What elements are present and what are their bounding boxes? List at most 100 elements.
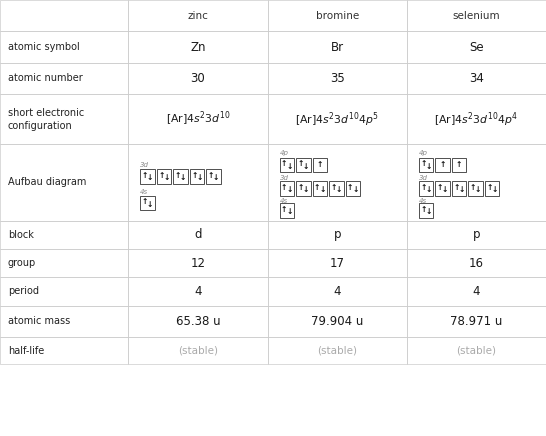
- Bar: [435, 181, 450, 196]
- Text: 4: 4: [194, 285, 201, 298]
- Text: 35: 35: [330, 72, 345, 85]
- Text: 4s: 4s: [280, 198, 288, 204]
- Bar: [419, 158, 434, 172]
- Text: $\rm [Ar]4\mathit{s}^{2}3\mathit{d}^{10}$: $\rm [Ar]4\mathit{s}^{2}3\mathit{d}^{10}…: [166, 110, 230, 129]
- Text: ↑: ↑: [420, 205, 426, 214]
- Bar: [173, 169, 188, 184]
- Bar: [280, 204, 294, 218]
- Text: 17: 17: [330, 257, 345, 269]
- Text: ↓: ↓: [180, 173, 186, 182]
- Text: ↑: ↑: [347, 183, 353, 192]
- Bar: [268, 306, 407, 337]
- Text: atomic number: atomic number: [8, 74, 83, 83]
- Bar: [268, 144, 407, 221]
- Bar: [296, 158, 311, 172]
- Bar: [435, 158, 450, 172]
- Text: period: period: [8, 286, 39, 296]
- Text: ↓: ↓: [425, 185, 432, 194]
- Text: half-life: half-life: [8, 346, 44, 356]
- Text: ↓: ↓: [475, 185, 482, 194]
- Bar: [452, 158, 466, 172]
- Text: ↓: ↓: [302, 185, 309, 194]
- Text: ↑: ↑: [175, 171, 181, 180]
- Text: ↑: ↑: [486, 183, 492, 192]
- Text: ↓: ↓: [163, 173, 170, 182]
- Bar: [407, 277, 546, 306]
- Text: block: block: [8, 230, 34, 240]
- Text: group: group: [8, 258, 36, 268]
- Text: ↑: ↑: [281, 159, 287, 168]
- Bar: [312, 181, 327, 196]
- Text: p: p: [473, 228, 480, 241]
- Bar: [128, 0, 268, 31]
- Bar: [0, 337, 128, 364]
- Text: d: d: [194, 228, 201, 241]
- Bar: [280, 158, 294, 172]
- Text: ↑: ↑: [208, 171, 214, 180]
- Text: atomic symbol: atomic symbol: [8, 42, 80, 52]
- Bar: [268, 221, 407, 249]
- Text: selenium: selenium: [453, 11, 500, 20]
- Bar: [468, 181, 483, 196]
- Bar: [128, 306, 268, 337]
- Bar: [268, 277, 407, 306]
- Bar: [346, 181, 360, 196]
- Text: ↓: ↓: [286, 162, 293, 170]
- Bar: [0, 94, 128, 144]
- Text: ↓: ↓: [442, 185, 448, 194]
- Text: 4p: 4p: [280, 150, 288, 157]
- Text: 4: 4: [334, 285, 341, 298]
- Text: 3d: 3d: [280, 175, 288, 181]
- Bar: [140, 196, 155, 210]
- Bar: [296, 181, 311, 196]
- Text: ↓: ↓: [197, 173, 203, 182]
- Text: ↑: ↑: [470, 183, 476, 192]
- Text: 3d: 3d: [140, 162, 149, 168]
- Text: ↓: ↓: [425, 162, 432, 170]
- Bar: [128, 144, 268, 221]
- Text: ↑: ↑: [142, 198, 148, 206]
- Text: ↓: ↓: [459, 185, 465, 194]
- Bar: [0, 31, 128, 63]
- Text: $\rm [Ar]4\mathit{s}^{2}3\mathit{d}^{10}4\mathit{p}^{4}$: $\rm [Ar]4\mathit{s}^{2}3\mathit{d}^{10}…: [435, 110, 518, 129]
- Text: bromine: bromine: [316, 11, 359, 20]
- Text: ↑: ↑: [330, 183, 337, 192]
- Bar: [485, 181, 499, 196]
- Text: ↑: ↑: [298, 159, 304, 168]
- Text: (stable): (stable): [317, 346, 357, 356]
- Text: ↑: ↑: [420, 159, 426, 168]
- Bar: [0, 144, 128, 221]
- Text: Zn: Zn: [190, 41, 206, 54]
- Text: 34: 34: [469, 72, 484, 85]
- Text: (stable): (stable): [456, 346, 496, 356]
- Bar: [407, 337, 546, 364]
- Bar: [0, 306, 128, 337]
- Text: ↓: ↓: [213, 173, 219, 182]
- Bar: [268, 94, 407, 144]
- Bar: [407, 306, 546, 337]
- Text: short electronic
configuration: short electronic configuration: [8, 108, 84, 131]
- Bar: [268, 337, 407, 364]
- Bar: [407, 31, 546, 63]
- Text: zinc: zinc: [187, 11, 209, 20]
- Text: ↑: ↑: [440, 160, 446, 169]
- Text: ↓: ↓: [147, 200, 153, 209]
- Text: 30: 30: [191, 72, 205, 85]
- Bar: [0, 0, 128, 31]
- Bar: [128, 31, 268, 63]
- Text: 3d: 3d: [419, 175, 428, 181]
- Text: ↑: ↑: [298, 183, 304, 192]
- Text: ↑: ↑: [420, 183, 426, 192]
- Text: (stable): (stable): [178, 346, 218, 356]
- Bar: [268, 63, 407, 94]
- Bar: [206, 169, 221, 184]
- Text: $\rm [Ar]4\mathit{s}^{2}3\mathit{d}^{10}4\mathit{p}^{5}$: $\rm [Ar]4\mathit{s}^{2}3\mathit{d}^{10}…: [295, 110, 379, 129]
- Text: ↑: ↑: [456, 160, 462, 169]
- Text: 4p: 4p: [419, 150, 428, 157]
- Text: Se: Se: [469, 41, 484, 54]
- Text: Br: Br: [330, 41, 344, 54]
- Text: ↓: ↓: [147, 173, 153, 182]
- Bar: [157, 169, 171, 184]
- Bar: [407, 144, 546, 221]
- Text: ↓: ↓: [319, 185, 325, 194]
